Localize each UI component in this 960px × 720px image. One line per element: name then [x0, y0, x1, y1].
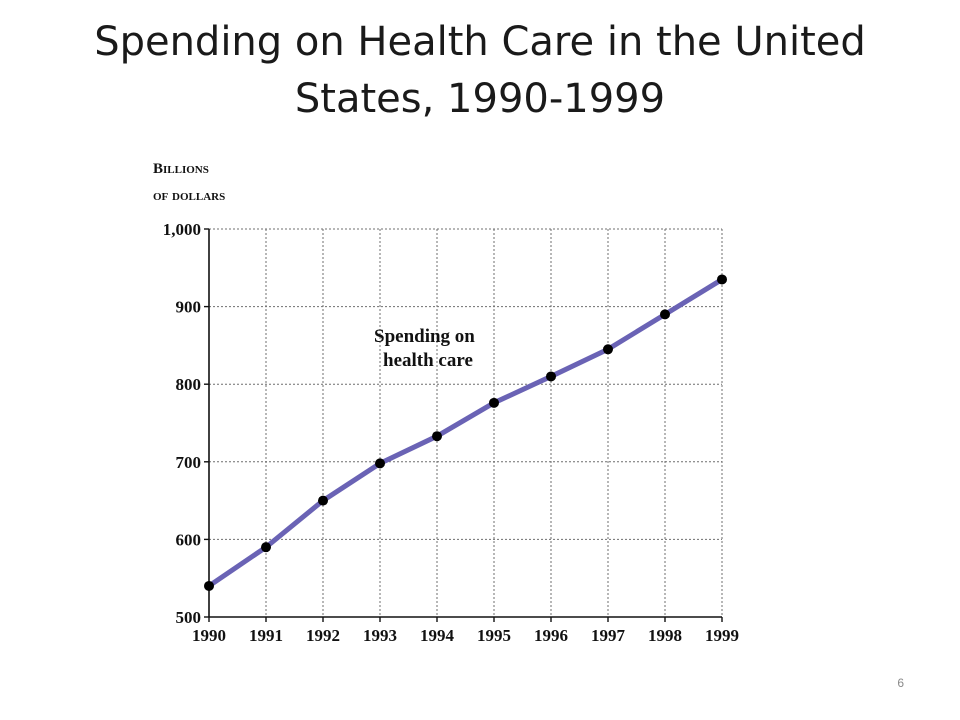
data-point: [432, 431, 442, 442]
data-point: [204, 580, 214, 591]
grid: [209, 228, 723, 617]
data-point: [318, 495, 328, 506]
x-tick-label: 1998: [648, 626, 682, 645]
data-point: [489, 397, 499, 408]
y-tick-label: 1,000: [163, 220, 201, 239]
y-axis-unit-line2: of dollars: [153, 188, 225, 204]
data-point: [717, 274, 727, 285]
x-tick-label: 1990: [192, 626, 226, 645]
x-tick-label: 1994: [420, 626, 455, 645]
x-tick-label: 1995: [477, 626, 511, 645]
data-point: [546, 371, 556, 382]
x-tick-labels: 1990 1991 1992 1993 1994 1995 1996 1997 1998 1999: [192, 626, 739, 645]
x-tick-label: 1991: [249, 626, 283, 645]
y-tick-label: 600: [176, 530, 202, 549]
y-tick-label: 900: [176, 298, 202, 317]
y-tick-labels: 500 600 700 800 900 1,000: [163, 220, 201, 627]
y-tick-label: 700: [176, 453, 202, 472]
annotation-line2: health care: [383, 350, 473, 371]
axes: [204, 228, 723, 622]
series-spending: [204, 274, 727, 591]
data-point: [660, 309, 670, 320]
data-point: [375, 458, 385, 469]
y-tick-label: 800: [176, 375, 202, 394]
x-tick-label: 1996: [534, 626, 568, 645]
data-point: [261, 542, 271, 553]
slide-title: Spending on Health Care in the United St…: [94, 19, 866, 122]
data-point: [603, 344, 613, 355]
series-line: [206, 276, 725, 589]
page-number: 6: [897, 676, 904, 690]
x-tick-label: 1993: [363, 626, 397, 645]
y-axis-unit-line1: Billions: [153, 161, 209, 177]
annotation-line1: Spending on: [374, 326, 475, 347]
x-tick-label: 1992: [306, 626, 340, 645]
y-tick-label: 500: [176, 608, 202, 627]
x-tick-label: 1997: [591, 626, 626, 645]
x-tick-label: 1999: [705, 626, 739, 645]
